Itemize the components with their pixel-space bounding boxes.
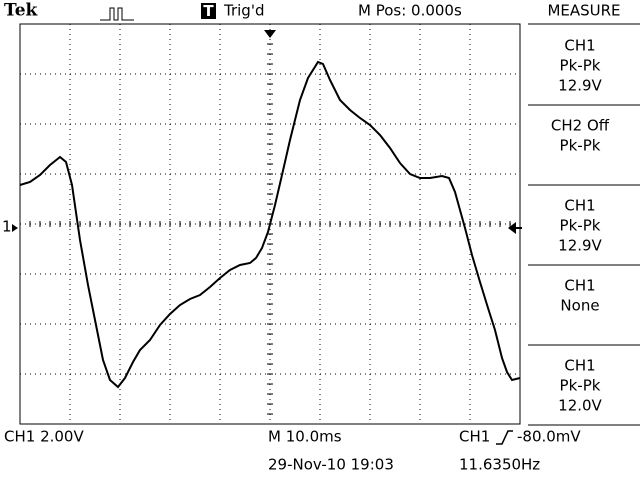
measure-line: None	[560, 297, 599, 315]
trigger-position-marker	[264, 30, 276, 38]
channel-marker: 1	[2, 218, 12, 236]
measure-line: CH1	[564, 197, 595, 215]
measure-line: CH1	[564, 277, 595, 295]
measure-line: Pk-Pk	[560, 377, 601, 395]
trigger-level-marker	[508, 222, 522, 234]
trigger-icon: T	[203, 2, 214, 20]
measure-line: CH1	[564, 357, 595, 375]
trigger-slope-icon	[496, 430, 513, 445]
measure-title: MEASURE	[547, 2, 620, 20]
measure-line: Pk-Pk	[560, 217, 601, 235]
trigger-status: Trig'd	[223, 2, 264, 20]
measure-line: Pk-Pk	[560, 57, 601, 75]
graticule-border	[19, 23, 521, 425]
measure-line: 12.9V	[558, 77, 602, 95]
frequency: 11.6350Hz	[459, 456, 540, 474]
trigger-icon-box	[201, 3, 216, 19]
horizontal-position: M Pos: 0.000s	[358, 2, 462, 20]
measure-line: Pk-Pk	[560, 137, 601, 155]
measure-panels: CH1 Pk-Pk 12.9V CH2 Off Pk-Pk CH1 Pk-Pk 12.9V CH…	[528, 23, 640, 426]
datetime: 29-Nov-10 19:03	[268, 456, 394, 474]
acquisition-icon	[100, 7, 134, 21]
measure-line: 12.9V	[558, 237, 602, 255]
trigger-channel: CH1	[459, 428, 490, 446]
channel-scale: CH1 2.00V	[4, 428, 84, 446]
measure-line: 12.0V	[558, 397, 602, 415]
trigger-level: -80.0mV	[517, 428, 581, 446]
waveform	[19, 60, 521, 389]
time-scale: M 10.0ms	[268, 428, 342, 446]
channel-marker-arrow	[12, 224, 18, 232]
brand: Tek	[4, 1, 39, 21]
measure-line: CH1	[564, 37, 595, 55]
measure-line: CH2 Off	[551, 117, 610, 135]
